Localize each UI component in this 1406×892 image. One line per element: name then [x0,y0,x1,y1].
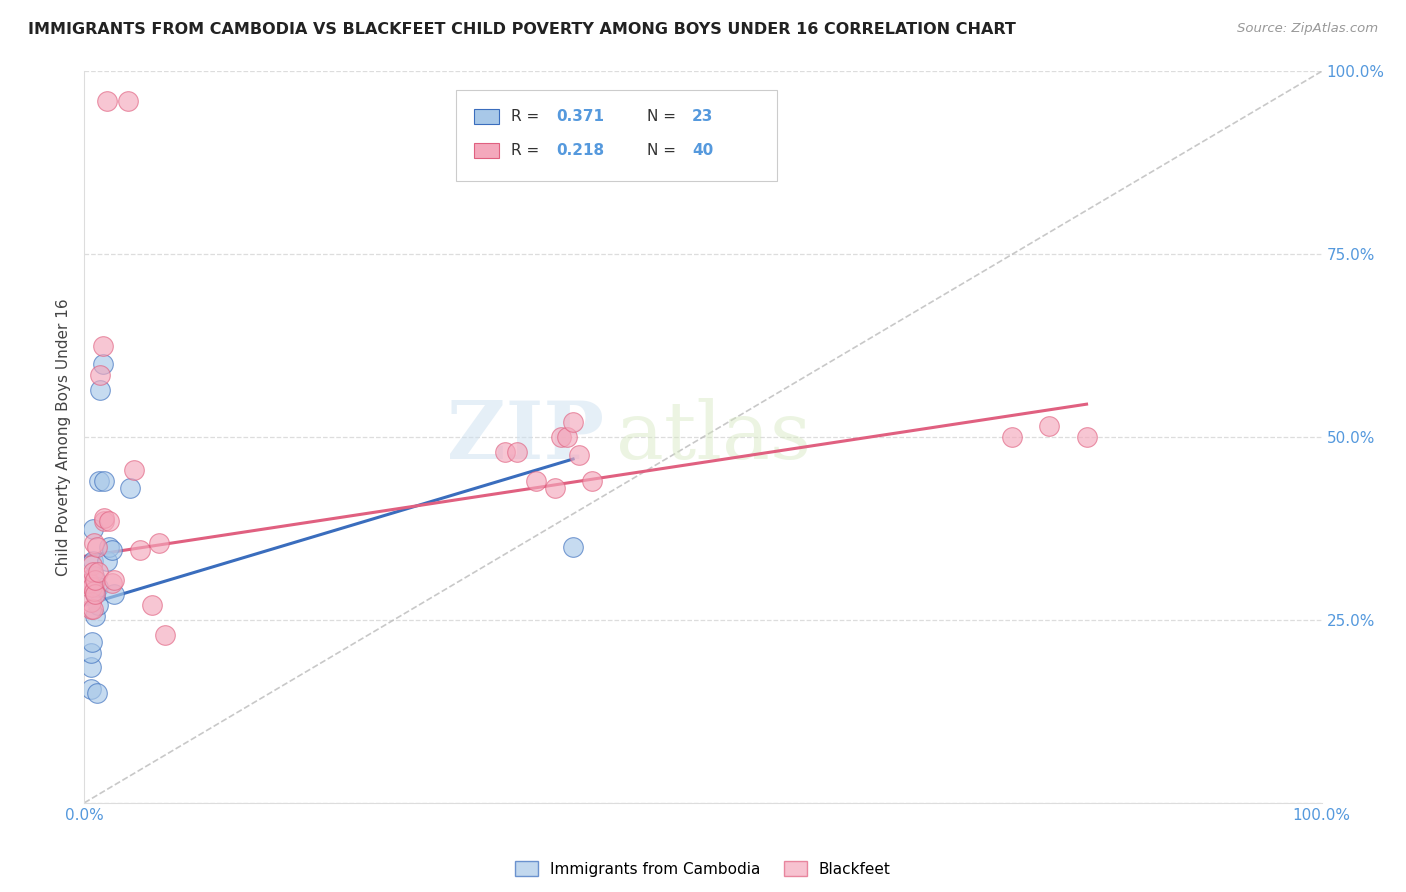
Point [1076,430,1098,444]
Legend: Immigrants from Cambodia, Blackfeet: Immigrants from Cambodia, Blackfeet [509,855,897,883]
FancyBboxPatch shape [474,143,499,158]
Point [122,463,145,477]
Point [82,566,104,580]
Text: 40: 40 [692,143,713,158]
Point [141,599,163,613]
Point [103,573,125,587]
Point [84,573,107,587]
Point [82,554,104,568]
FancyBboxPatch shape [456,90,778,181]
Point [562,416,585,430]
Point [86,540,108,554]
Point [79,682,101,697]
Point [506,444,529,458]
FancyBboxPatch shape [474,110,499,124]
Point [581,474,603,488]
Point [153,627,176,641]
Point [98,514,121,528]
Point [80,635,103,649]
Text: 23: 23 [692,109,713,124]
Point [80,580,103,594]
Point [87,580,110,594]
Point [84,587,107,601]
Text: R =: R = [512,109,544,124]
Point [568,449,591,463]
Point [524,474,547,488]
Point [129,543,152,558]
Point [87,599,110,613]
Point [83,536,105,550]
Point [494,444,516,458]
Point [562,540,585,554]
Point [100,543,122,558]
Point [91,338,114,352]
Point [91,357,114,371]
Text: ZIP: ZIP [447,398,605,476]
Point [86,686,108,700]
Point [148,536,170,550]
Text: 0.371: 0.371 [555,109,603,124]
Point [120,481,142,495]
Point [89,474,111,488]
Point [103,587,125,601]
Text: R =: R = [512,143,544,158]
Y-axis label: Child Poverty Among Boys Under 16: Child Poverty Among Boys Under 16 [56,298,72,576]
Point [79,594,101,608]
Point [89,368,111,382]
Text: N =: N = [647,143,681,158]
Text: N =: N = [647,109,681,124]
Point [83,569,105,583]
Point [77,573,100,587]
Point [79,576,101,591]
Text: IMMIGRANTS FROM CAMBODIA VS BLACKFEET CHILD POVERTY AMONG BOYS UNDER 16 CORRELAT: IMMIGRANTS FROM CAMBODIA VS BLACKFEET CH… [28,22,1017,37]
Point [83,583,105,598]
Point [93,514,115,528]
Point [1001,430,1024,444]
Point [96,554,118,568]
Text: Source: ZipAtlas.com: Source: ZipAtlas.com [1237,22,1378,36]
Text: atlas: atlas [616,398,811,476]
Point [117,94,139,108]
Point [89,383,111,397]
Point [84,609,107,624]
Point [1038,419,1060,434]
Point [93,510,115,524]
Point [96,94,118,108]
Point [98,540,121,554]
Text: 0.218: 0.218 [555,143,605,158]
Point [93,474,115,488]
Point [79,602,101,616]
Point [87,566,110,580]
Point [79,660,101,674]
Point [82,602,104,616]
Point [555,430,578,444]
Point [543,481,565,495]
Point [83,580,105,594]
Point [80,558,103,573]
Point [82,521,104,535]
Point [550,430,572,444]
Point [79,646,101,660]
Point [84,587,107,601]
Point [100,576,122,591]
